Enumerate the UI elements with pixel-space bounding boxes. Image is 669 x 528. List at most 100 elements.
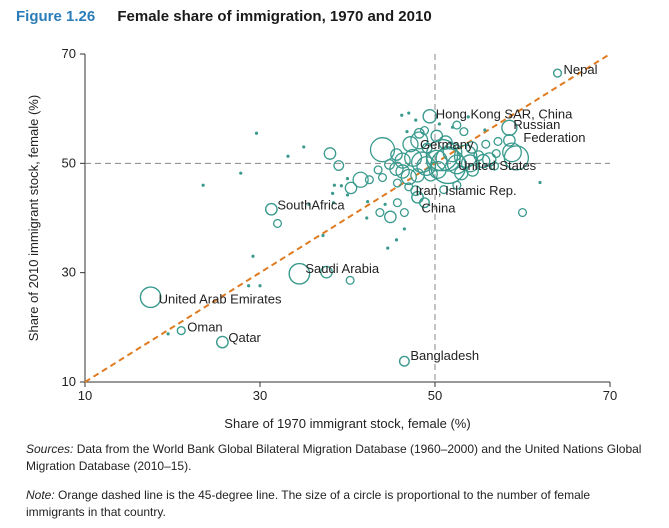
- figure-number: Figure 1.26: [16, 8, 96, 25]
- data-point: [320, 265, 333, 279]
- data-point: [254, 131, 259, 135]
- data-point: [323, 147, 337, 160]
- data-point: [331, 191, 335, 195]
- point-label: Iran, Islamic Rep.: [416, 183, 517, 198]
- figure-header: Figure 1.26 Female share of immigration,…: [16, 8, 432, 25]
- point-label: Russian: [513, 117, 560, 132]
- sources-text: Data from the World Bank Global Bilatera…: [26, 442, 642, 473]
- labeled-data-point: [425, 138, 459, 172]
- note-text: Orange dashed line is the 45-degree line…: [26, 488, 591, 519]
- data-point: [258, 284, 262, 288]
- data-point: [331, 201, 336, 205]
- data-point: [489, 161, 500, 171]
- data-point: [475, 153, 491, 169]
- data-point: [345, 177, 350, 181]
- point-label: Bangladesh: [410, 348, 479, 363]
- data-point: [394, 238, 399, 242]
- data-point: [321, 233, 325, 238]
- data-point: [344, 181, 358, 195]
- labeled-data-point: [422, 109, 438, 124]
- labeled-data-point: [288, 262, 311, 285]
- data-point: [307, 202, 311, 206]
- data-point: [460, 154, 480, 173]
- figure-title: Female share of immigration, 1970 and 20…: [117, 8, 432, 25]
- note-label: Note:: [26, 488, 55, 502]
- data-point: [365, 216, 369, 220]
- x-tick-label: 10: [78, 388, 92, 403]
- data-point: [251, 254, 255, 258]
- y-tick-label: 30: [62, 265, 76, 280]
- point-label: Federation: [523, 130, 585, 145]
- point-label: Germany: [420, 137, 474, 152]
- x-tick-label: 50: [428, 388, 442, 403]
- labeled-data-point: [501, 119, 518, 137]
- data-point: [384, 210, 397, 224]
- data-point: [437, 122, 441, 126]
- data-point: [450, 125, 455, 129]
- sources-note: Sources: Data from the World Bank Global…: [26, 441, 646, 475]
- data-point: [352, 171, 369, 188]
- data-point: [239, 171, 243, 175]
- data-point: [483, 128, 487, 132]
- point-label: Oman: [187, 320, 222, 335]
- labeled-data-point: [264, 202, 278, 216]
- labeled-data-point: [411, 190, 424, 204]
- data-point: [402, 227, 406, 231]
- point-label: China: [422, 201, 457, 216]
- data-point: [384, 158, 395, 170]
- data-point: [491, 148, 501, 159]
- data-point: [411, 151, 433, 174]
- data-point: [481, 152, 497, 167]
- labeled-data-point: [419, 197, 431, 209]
- data-point: [373, 165, 383, 175]
- labeled-data-point: [139, 286, 162, 309]
- diagonal-45-degree-line: [84, 53, 611, 383]
- point-label: Nepal: [564, 62, 598, 77]
- data-point: [414, 118, 418, 122]
- labeled-data-point: [215, 335, 229, 349]
- data-point: [272, 218, 283, 229]
- data-point: [286, 154, 290, 158]
- data-point: [459, 127, 469, 137]
- sources-label: Sources:: [26, 442, 74, 456]
- data-point: [399, 207, 409, 218]
- data-point: [383, 202, 387, 206]
- x-axis-label: Share of 1970 immigrant stock, female (%…: [224, 416, 470, 431]
- data-point: [439, 185, 449, 195]
- y-tick-label: 70: [62, 46, 76, 61]
- data-point: [503, 134, 516, 147]
- data-point: [410, 131, 429, 150]
- data-point: [390, 148, 403, 161]
- data-point: [402, 136, 419, 153]
- point-label: SouthAfrica: [277, 197, 345, 212]
- data-point: [481, 139, 491, 149]
- data-point: [407, 111, 411, 115]
- data-point: [366, 200, 370, 204]
- data-point: [400, 113, 404, 117]
- data-point: [466, 164, 479, 177]
- labeled-data-point: [430, 147, 467, 185]
- data-point: [465, 141, 479, 154]
- data-point: [345, 275, 355, 285]
- data-point: [395, 164, 410, 179]
- data-point: [375, 207, 385, 218]
- data-point: [392, 178, 402, 188]
- point-label: United Arab Emirates: [159, 291, 282, 306]
- data-point: [345, 193, 350, 197]
- labeled-data-point: [176, 326, 186, 336]
- data-point: [503, 145, 530, 171]
- y-axis-label: Share of 2010 immigrant stock, female (%…: [26, 95, 41, 341]
- y-tick-label: 10: [62, 374, 76, 389]
- x-tick-label: 70: [603, 388, 617, 403]
- x-tick-label: 30: [253, 388, 267, 403]
- scatter-chart: 10 30 50 70 10 30 50 70 Share of 1970 immigrant …: [26, 46, 617, 431]
- data-point: [400, 168, 417, 186]
- point-label: Saudi Arabia: [305, 261, 379, 276]
- y-tick-label: 50: [62, 155, 76, 170]
- data-point: [339, 184, 343, 188]
- labeled-data-point: [552, 68, 563, 78]
- labeled-data-point: [398, 355, 410, 367]
- data-point: [493, 136, 503, 147]
- data-point: [166, 332, 170, 336]
- data-point: [377, 172, 388, 183]
